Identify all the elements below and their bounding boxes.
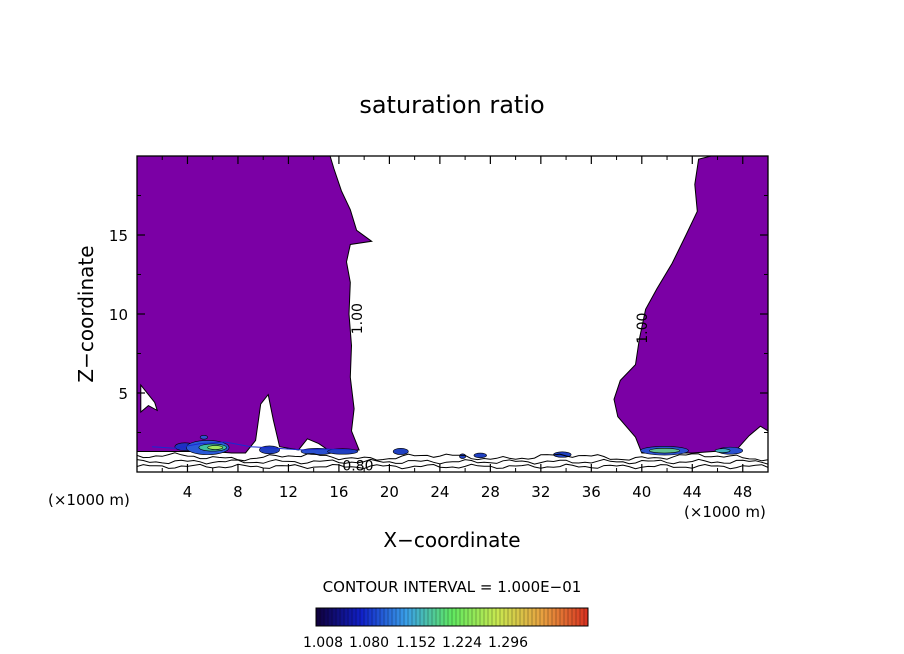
colorbar-labels: 1.008 1.080 1.152 1.224 1.296 xyxy=(303,635,528,651)
contour-line xyxy=(137,463,768,470)
colorbar-frame xyxy=(315,607,589,627)
x-tick-label: 28 xyxy=(481,483,500,501)
x-tick-label: 24 xyxy=(430,483,449,501)
x-tick-label: 16 xyxy=(329,483,348,501)
y-tick-label: 10 xyxy=(109,306,128,324)
contour-line xyxy=(152,441,352,451)
x-tick-label: 8 xyxy=(233,483,243,501)
y-tick-label: 15 xyxy=(109,227,128,245)
chart-title: saturation ratio xyxy=(359,91,544,119)
x-unit-left: (×1000 m) xyxy=(48,491,130,509)
contour-lines xyxy=(137,441,768,470)
plot-area xyxy=(137,156,768,472)
colorbar-tick-label: 1.296 xyxy=(488,635,528,651)
y-tick-label: 5 xyxy=(118,385,128,403)
y-axis-label: Z−coordinate xyxy=(74,245,98,382)
clear-pockets xyxy=(140,383,159,414)
saturation-patch xyxy=(714,448,731,453)
contour-interval-note: CONTOUR INTERVAL = 1.000E−01 xyxy=(323,578,582,596)
saturation-patch xyxy=(473,452,487,459)
saturation-patch xyxy=(649,448,680,454)
x-tick-label: 20 xyxy=(380,483,399,501)
colorbar-tick-label: 1.080 xyxy=(349,635,389,651)
colorbar-hatching xyxy=(319,608,585,626)
x-axis-ticks: 4 8 12 16 20 24 28 32 36 40 44 48 xyxy=(161,156,752,501)
x-tick-label: 48 xyxy=(733,483,752,501)
saturation-patch xyxy=(207,445,224,450)
saturation-patch xyxy=(392,447,409,455)
colorbar-tick-label: 1.152 xyxy=(396,635,436,651)
saturation-patch xyxy=(199,434,208,440)
colorbar-tick-label: 1.008 xyxy=(303,635,343,651)
contour-line xyxy=(137,452,768,462)
x-tick-label: 12 xyxy=(279,483,298,501)
x-tick-label: 44 xyxy=(683,483,702,501)
clear-pocket xyxy=(140,383,159,414)
region-left-supersaturated xyxy=(137,156,373,454)
x-tick-label: 40 xyxy=(632,483,651,501)
x-tick-label: 32 xyxy=(531,483,550,501)
y-axis-ticks: 5 10 15 xyxy=(109,195,768,433)
saturation-patch xyxy=(459,453,467,459)
colorbar-tick-label: 1.224 xyxy=(442,635,482,651)
x-unit-right: (×1000 m) xyxy=(684,503,766,521)
contour-line xyxy=(137,458,768,465)
contour-label: 1.00 xyxy=(350,303,366,334)
colorbar: 1.008 1.080 1.152 1.224 1.296 xyxy=(303,607,589,651)
x-axis-label: X−coordinate xyxy=(383,528,520,552)
contour-labels: 1.00 1.00 0.80 xyxy=(342,303,651,474)
contour-label: 0.80 xyxy=(342,459,373,475)
x-tick-label: 36 xyxy=(582,483,601,501)
contour-label: 1.00 xyxy=(635,313,651,344)
region-right-supersaturated xyxy=(613,156,768,454)
x-tick-label: 4 xyxy=(183,483,193,501)
